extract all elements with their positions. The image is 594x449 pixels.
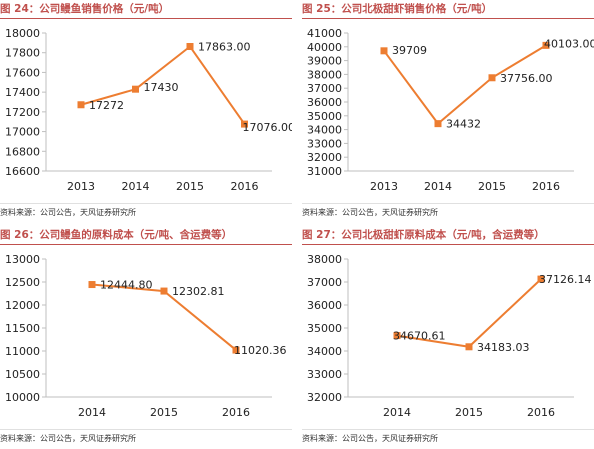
y-tick-label: 11500 [5,322,40,335]
source-note: 资料来源：公司公告，天风证券研究所 [0,203,292,221]
chart-panel-shrimp-cost: 图 27：公司北极甜虾原料成本（元/吨，含运费等） 32000 33000 3400… [302,226,594,448]
line-chart-shrimp-price: 3100032000330003400035000360003700038000… [307,27,594,193]
y-tick-label: 17400 [5,86,40,99]
y-tick-label: 17600 [5,66,40,79]
data-label: 12444.80 [100,279,153,292]
data-point-marker [132,85,139,93]
x-tick-label: 2015 [150,406,178,419]
data-label: 37126.14 [539,273,592,286]
data-point-marker [393,332,401,340]
source-note: 资料来源：公司公告，天风证券研究所 [0,429,292,447]
y-tick-label: 41000 [307,27,342,40]
chart-title: 图 26：公司鳗鱼的原料成本（元/吨、含运费等） [0,226,292,245]
data-point-marker [241,120,248,128]
x-tick-label: 2016 [532,180,560,193]
y-tick-label: 37000 [307,82,342,95]
y-tick-label: 16600 [5,165,40,178]
data-label: 17430 [144,81,179,94]
data-label: 17272 [89,99,124,112]
series-line [80,45,246,125]
y-tick-label: 10000 [5,391,40,404]
chart-title: 图 25：公司北极甜虾销售价格（元/吨） [302,0,594,19]
data-point-marker [537,275,545,283]
data-label: 11020.36 [234,344,287,357]
y-tick-label: 34000 [307,345,342,358]
data-label: 17076.00 [243,121,293,134]
y-tick-label: 11000 [5,345,40,358]
source-note: 资料来源：公司公告，天风证券研究所 [302,429,594,447]
data-point-marker [380,47,388,55]
x-tick-label: 2013 [67,180,95,193]
y-tick-label: 40000 [307,41,342,54]
y-tick-label: 17200 [5,106,40,119]
data-point-marker [434,120,442,128]
line-chart-shrimp-cost: 32000 33000 34000 35000 36000 37000 38000 2014 2… [307,253,592,419]
x-tick-label: 2015 [176,180,204,193]
data-label: 39709 [392,44,427,57]
source-note: 资料来源：公司公告，天风证券研究所 [302,203,594,221]
y-tick-label: 10500 [5,368,40,381]
line-chart-eel-price: 16600 16800 17000 17200 17400 17600 17800 18000… [5,27,293,193]
data-point-marker [88,281,96,289]
y-tick-label: 33000 [307,368,342,381]
data-point-marker [232,346,240,354]
chart-panel-eel-price: 图 24：公司鳗鱼销售价格（元/吨） 16600 16800 17000 17200 1… [0,0,292,222]
y-tick-label: 16800 [5,145,40,158]
chart-panel-shrimp-price: 图 25：公司北极甜虾销售价格（元/吨） 31000 32000 33000 3400… [302,0,594,222]
data-label: 37756.00 [500,72,553,85]
data-label: 12302.81 [172,285,225,298]
y-tick-label: 36000 [307,96,342,109]
data-label: 40103.00 [544,37,594,50]
y-tick-label: 33000 [307,137,342,150]
x-tick-label: 2014 [424,180,452,193]
x-tick-label: 2016 [527,406,555,419]
chart-title: 图 27：公司北极甜虾原料成本（元/吨，含运费等） [302,226,594,245]
data-point-marker [77,101,85,109]
y-tick-label: 34000 [307,124,342,137]
data-label: 34183.03 [477,341,530,354]
x-tick-label: 2016 [222,406,250,419]
x-tick-label: 2013 [370,180,398,193]
x-tick-label: 2015 [455,406,483,419]
y-tick-label: 39000 [307,55,342,68]
y-tick-label: 38000 [307,253,342,266]
y-tick-label: 17000 [5,126,40,139]
y-tick-label: 12000 [5,299,40,312]
data-point-marker [160,287,168,295]
y-tick-label: 38000 [307,68,342,81]
x-tick-label: 2014 [78,406,106,419]
data-point-marker [465,343,473,351]
y-tick-label: 17800 [5,47,40,60]
y-tick-label: 36000 [307,299,342,312]
data-point-marker [488,74,496,82]
line-chart-eel-cost: 10000 10500 11000 11500 12000 12500 13000 2014 2… [5,253,287,419]
x-tick-label: 2016 [231,180,259,193]
y-tick-label: 12500 [5,276,40,289]
y-tick-label: 18000 [5,27,40,40]
series-line [383,44,547,126]
y-tick-label: 37000 [307,276,342,289]
y-tick-label: 31000 [307,165,342,178]
y-tick-label: 32000 [307,391,342,404]
y-tick-label: 13000 [5,253,40,266]
x-tick-label: 2015 [478,180,506,193]
chart-panel-eel-cost: 图 26：公司鳗鱼的原料成本（元/吨、含运费等） 10000 10500 11000… [0,226,292,448]
x-tick-label: 2014 [122,180,150,193]
data-label: 34670.61 [393,330,446,343]
y-tick-label: 35000 [307,110,342,123]
data-label: 34432 [446,118,481,131]
data-point-marker [186,43,194,51]
data-label: 17863.00 [198,41,251,54]
x-tick-label: 2014 [383,406,411,419]
y-tick-label: 35000 [307,322,342,335]
y-tick-label: 32000 [307,151,342,164]
data-point-marker [542,41,550,49]
chart-title: 图 24：公司鳗鱼销售价格（元/吨） [0,0,292,19]
